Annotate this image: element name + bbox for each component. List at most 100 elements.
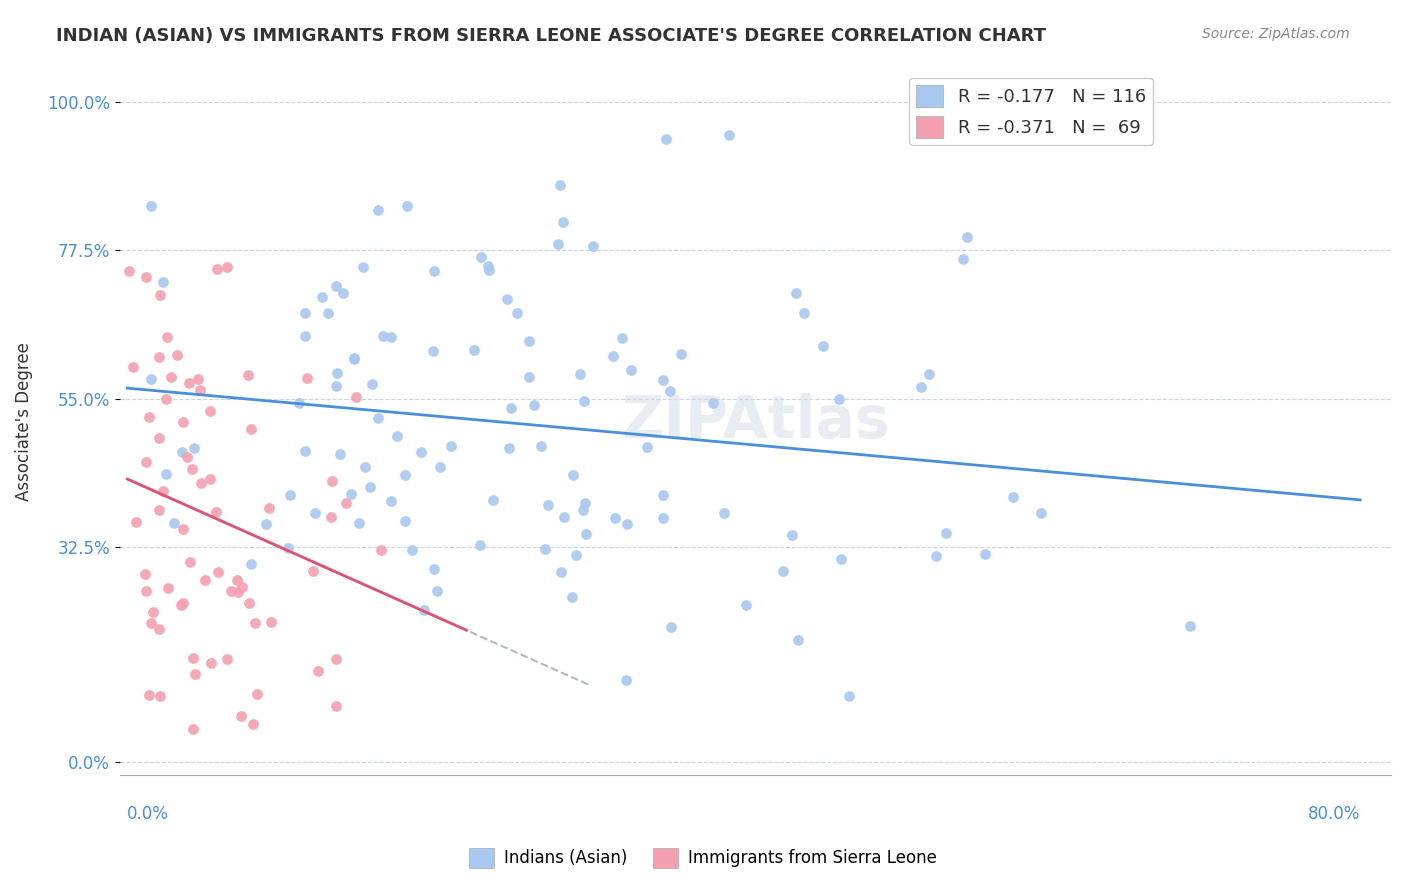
Point xyxy=(148,431,170,445)
Point xyxy=(569,368,592,382)
Point xyxy=(340,486,363,500)
Point xyxy=(530,439,553,453)
Point xyxy=(501,401,523,416)
Point xyxy=(659,620,682,634)
Point xyxy=(139,615,162,630)
Point xyxy=(785,285,807,300)
Point xyxy=(396,199,419,213)
Point xyxy=(335,496,357,510)
Point xyxy=(311,291,333,305)
Point xyxy=(548,178,571,192)
Point xyxy=(134,566,156,581)
Point xyxy=(571,503,593,517)
Point xyxy=(519,334,541,348)
Point xyxy=(172,415,194,429)
Point xyxy=(564,548,586,562)
Point xyxy=(125,516,148,530)
Point xyxy=(956,229,979,244)
Point xyxy=(575,526,598,541)
Text: INDIAN (ASIAN) VS IMMIGRANTS FROM SIERRA LEONE ASSOCIATE'S DEGREE CORRELATION CH: INDIAN (ASIAN) VS IMMIGRANTS FROM SIERRA… xyxy=(56,27,1046,45)
Point xyxy=(651,372,673,386)
Point xyxy=(426,583,449,598)
Point xyxy=(620,363,643,377)
Point xyxy=(226,573,249,587)
Point xyxy=(135,455,157,469)
Point xyxy=(349,516,371,530)
Point xyxy=(359,480,381,494)
Point xyxy=(652,488,675,502)
Point xyxy=(582,239,605,253)
Point xyxy=(411,444,433,458)
Text: 80.0%: 80.0% xyxy=(1308,805,1360,823)
Point xyxy=(297,371,319,385)
Point xyxy=(172,596,194,610)
Point xyxy=(172,444,194,458)
Point xyxy=(517,370,540,384)
Point xyxy=(176,450,198,465)
Point xyxy=(614,673,637,688)
Point xyxy=(780,528,803,542)
Point xyxy=(307,664,329,678)
Point xyxy=(260,615,283,630)
Point xyxy=(367,203,389,218)
Point xyxy=(325,698,347,713)
Point xyxy=(152,483,174,498)
Point xyxy=(413,603,436,617)
Point xyxy=(207,565,229,579)
Point xyxy=(188,383,211,397)
Point xyxy=(602,349,624,363)
Point xyxy=(294,306,316,320)
Point xyxy=(534,541,557,556)
Point xyxy=(952,252,974,266)
Point xyxy=(215,652,238,666)
Point xyxy=(380,329,402,343)
Legend: R = -0.177   N = 116, R = -0.371   N =  69: R = -0.177 N = 116, R = -0.371 N = 69 xyxy=(908,78,1153,145)
Point xyxy=(523,398,546,412)
Point xyxy=(148,503,170,517)
Point xyxy=(172,522,194,536)
Point xyxy=(184,667,207,681)
Point xyxy=(288,396,311,410)
Point xyxy=(148,622,170,636)
Point xyxy=(352,260,374,274)
Point xyxy=(655,131,678,145)
Point xyxy=(304,506,326,520)
Point xyxy=(561,468,583,483)
Point xyxy=(838,689,860,703)
Point xyxy=(149,288,172,302)
Point xyxy=(231,709,253,723)
Point xyxy=(718,128,741,142)
Point xyxy=(468,538,491,552)
Point xyxy=(394,514,416,528)
Point xyxy=(121,359,143,374)
Point xyxy=(328,447,350,461)
Point xyxy=(142,605,165,619)
Point xyxy=(170,599,193,613)
Point xyxy=(498,441,520,455)
Point xyxy=(181,651,204,665)
Point xyxy=(713,507,735,521)
Point xyxy=(148,351,170,365)
Point xyxy=(918,367,941,381)
Point xyxy=(422,264,444,278)
Point xyxy=(325,379,347,393)
Point xyxy=(166,348,188,362)
Point xyxy=(496,292,519,306)
Point xyxy=(239,557,262,571)
Point xyxy=(198,404,221,418)
Point xyxy=(242,716,264,731)
Point xyxy=(380,494,402,508)
Point xyxy=(1029,506,1052,520)
Point xyxy=(179,555,201,569)
Point xyxy=(231,580,253,594)
Point xyxy=(574,496,596,510)
Point xyxy=(332,285,354,300)
Point xyxy=(772,564,794,578)
Point xyxy=(278,488,301,502)
Point xyxy=(910,380,932,394)
Point xyxy=(935,525,957,540)
Point xyxy=(239,422,262,436)
Point xyxy=(194,573,217,587)
Point xyxy=(547,237,569,252)
Point xyxy=(734,599,756,613)
